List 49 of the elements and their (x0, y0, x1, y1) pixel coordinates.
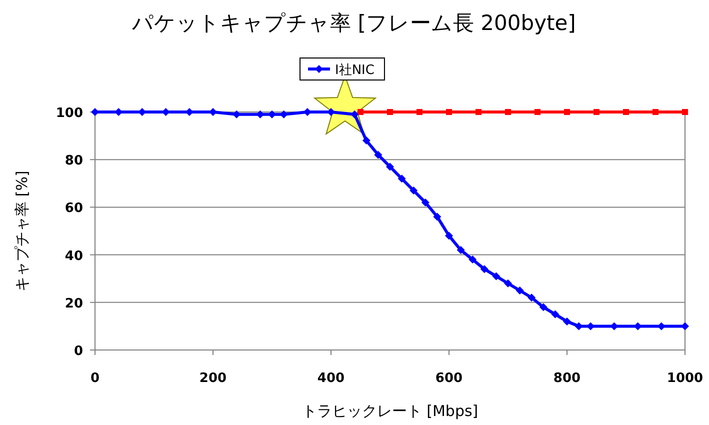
point (358, 109, 364, 115)
y-tick-label: 40 (64, 248, 83, 264)
y-tick-label: 20 (64, 296, 83, 312)
point (623, 109, 629, 115)
x-tick-label: 1000 (666, 371, 704, 386)
x-axis-title: トラヒックレート [Mbps] (302, 402, 478, 420)
point (480, 265, 488, 274)
point (504, 279, 512, 288)
point (421, 198, 430, 206)
point (416, 109, 422, 115)
point (386, 162, 394, 171)
x-tick-label: 400 (317, 371, 345, 386)
point (398, 174, 406, 183)
point (682, 109, 688, 115)
y-axis-title: キャプチャ率 [%] (13, 170, 31, 292)
point (505, 109, 511, 115)
x-tick-label: 600 (435, 371, 463, 386)
point (492, 272, 500, 280)
point (374, 150, 382, 159)
point (564, 109, 570, 115)
point (456, 246, 465, 254)
point (681, 322, 689, 330)
x-tick-label: 800 (553, 371, 581, 386)
legend-label: I社NIC (335, 63, 374, 78)
point (410, 186, 418, 195)
point (594, 109, 600, 115)
chart-title: パケットキャプチャ率 [フレーム長 200byte] (131, 11, 576, 35)
point (551, 310, 560, 318)
point (433, 212, 442, 221)
point (468, 256, 477, 264)
point (476, 109, 482, 115)
point (445, 232, 453, 240)
x-tick-label: 200 (199, 371, 227, 386)
point (350, 110, 359, 118)
point (534, 109, 540, 115)
point (446, 109, 452, 115)
y-tick-label: 0 (74, 344, 83, 359)
point (563, 317, 571, 326)
point (652, 109, 658, 115)
point (528, 294, 536, 302)
point (268, 110, 276, 118)
point (539, 303, 548, 312)
point (387, 109, 393, 115)
point (362, 136, 370, 145)
point (516, 286, 524, 294)
y-tick-label: 60 (64, 201, 83, 216)
y-tick-label: 80 (64, 154, 83, 169)
y-tick-label: 100 (56, 106, 83, 121)
x-tick-label: 0 (90, 371, 100, 386)
